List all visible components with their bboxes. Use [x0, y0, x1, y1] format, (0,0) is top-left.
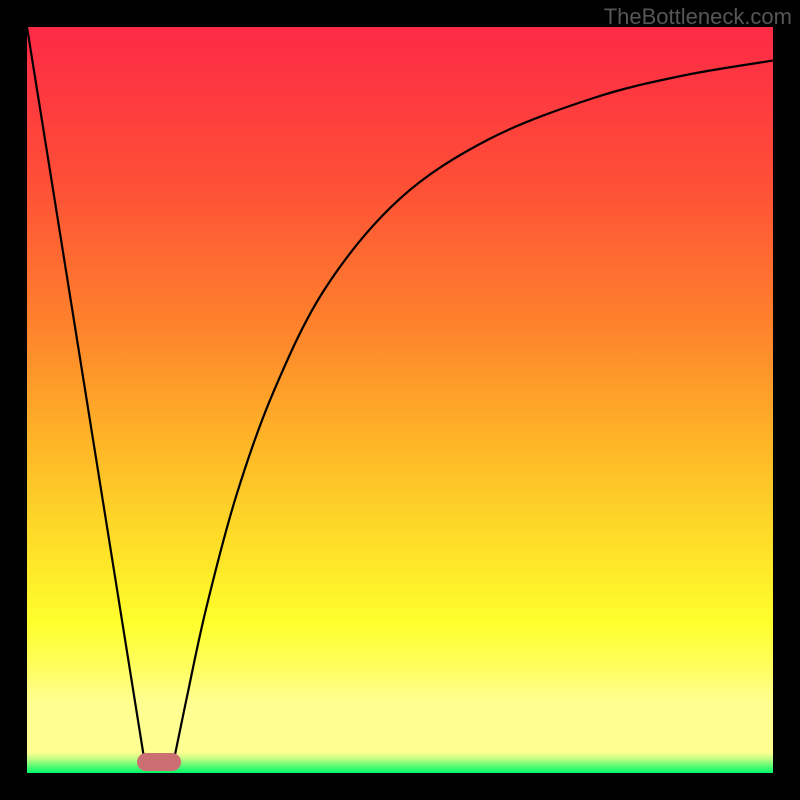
plot-area [27, 27, 773, 773]
curve-left-segment [27, 27, 145, 763]
optimum-marker [137, 753, 181, 771]
curve-right-segment [173, 61, 773, 764]
bottleneck-curve [27, 27, 773, 773]
chart-frame: TheBottleneck.com [0, 0, 800, 800]
